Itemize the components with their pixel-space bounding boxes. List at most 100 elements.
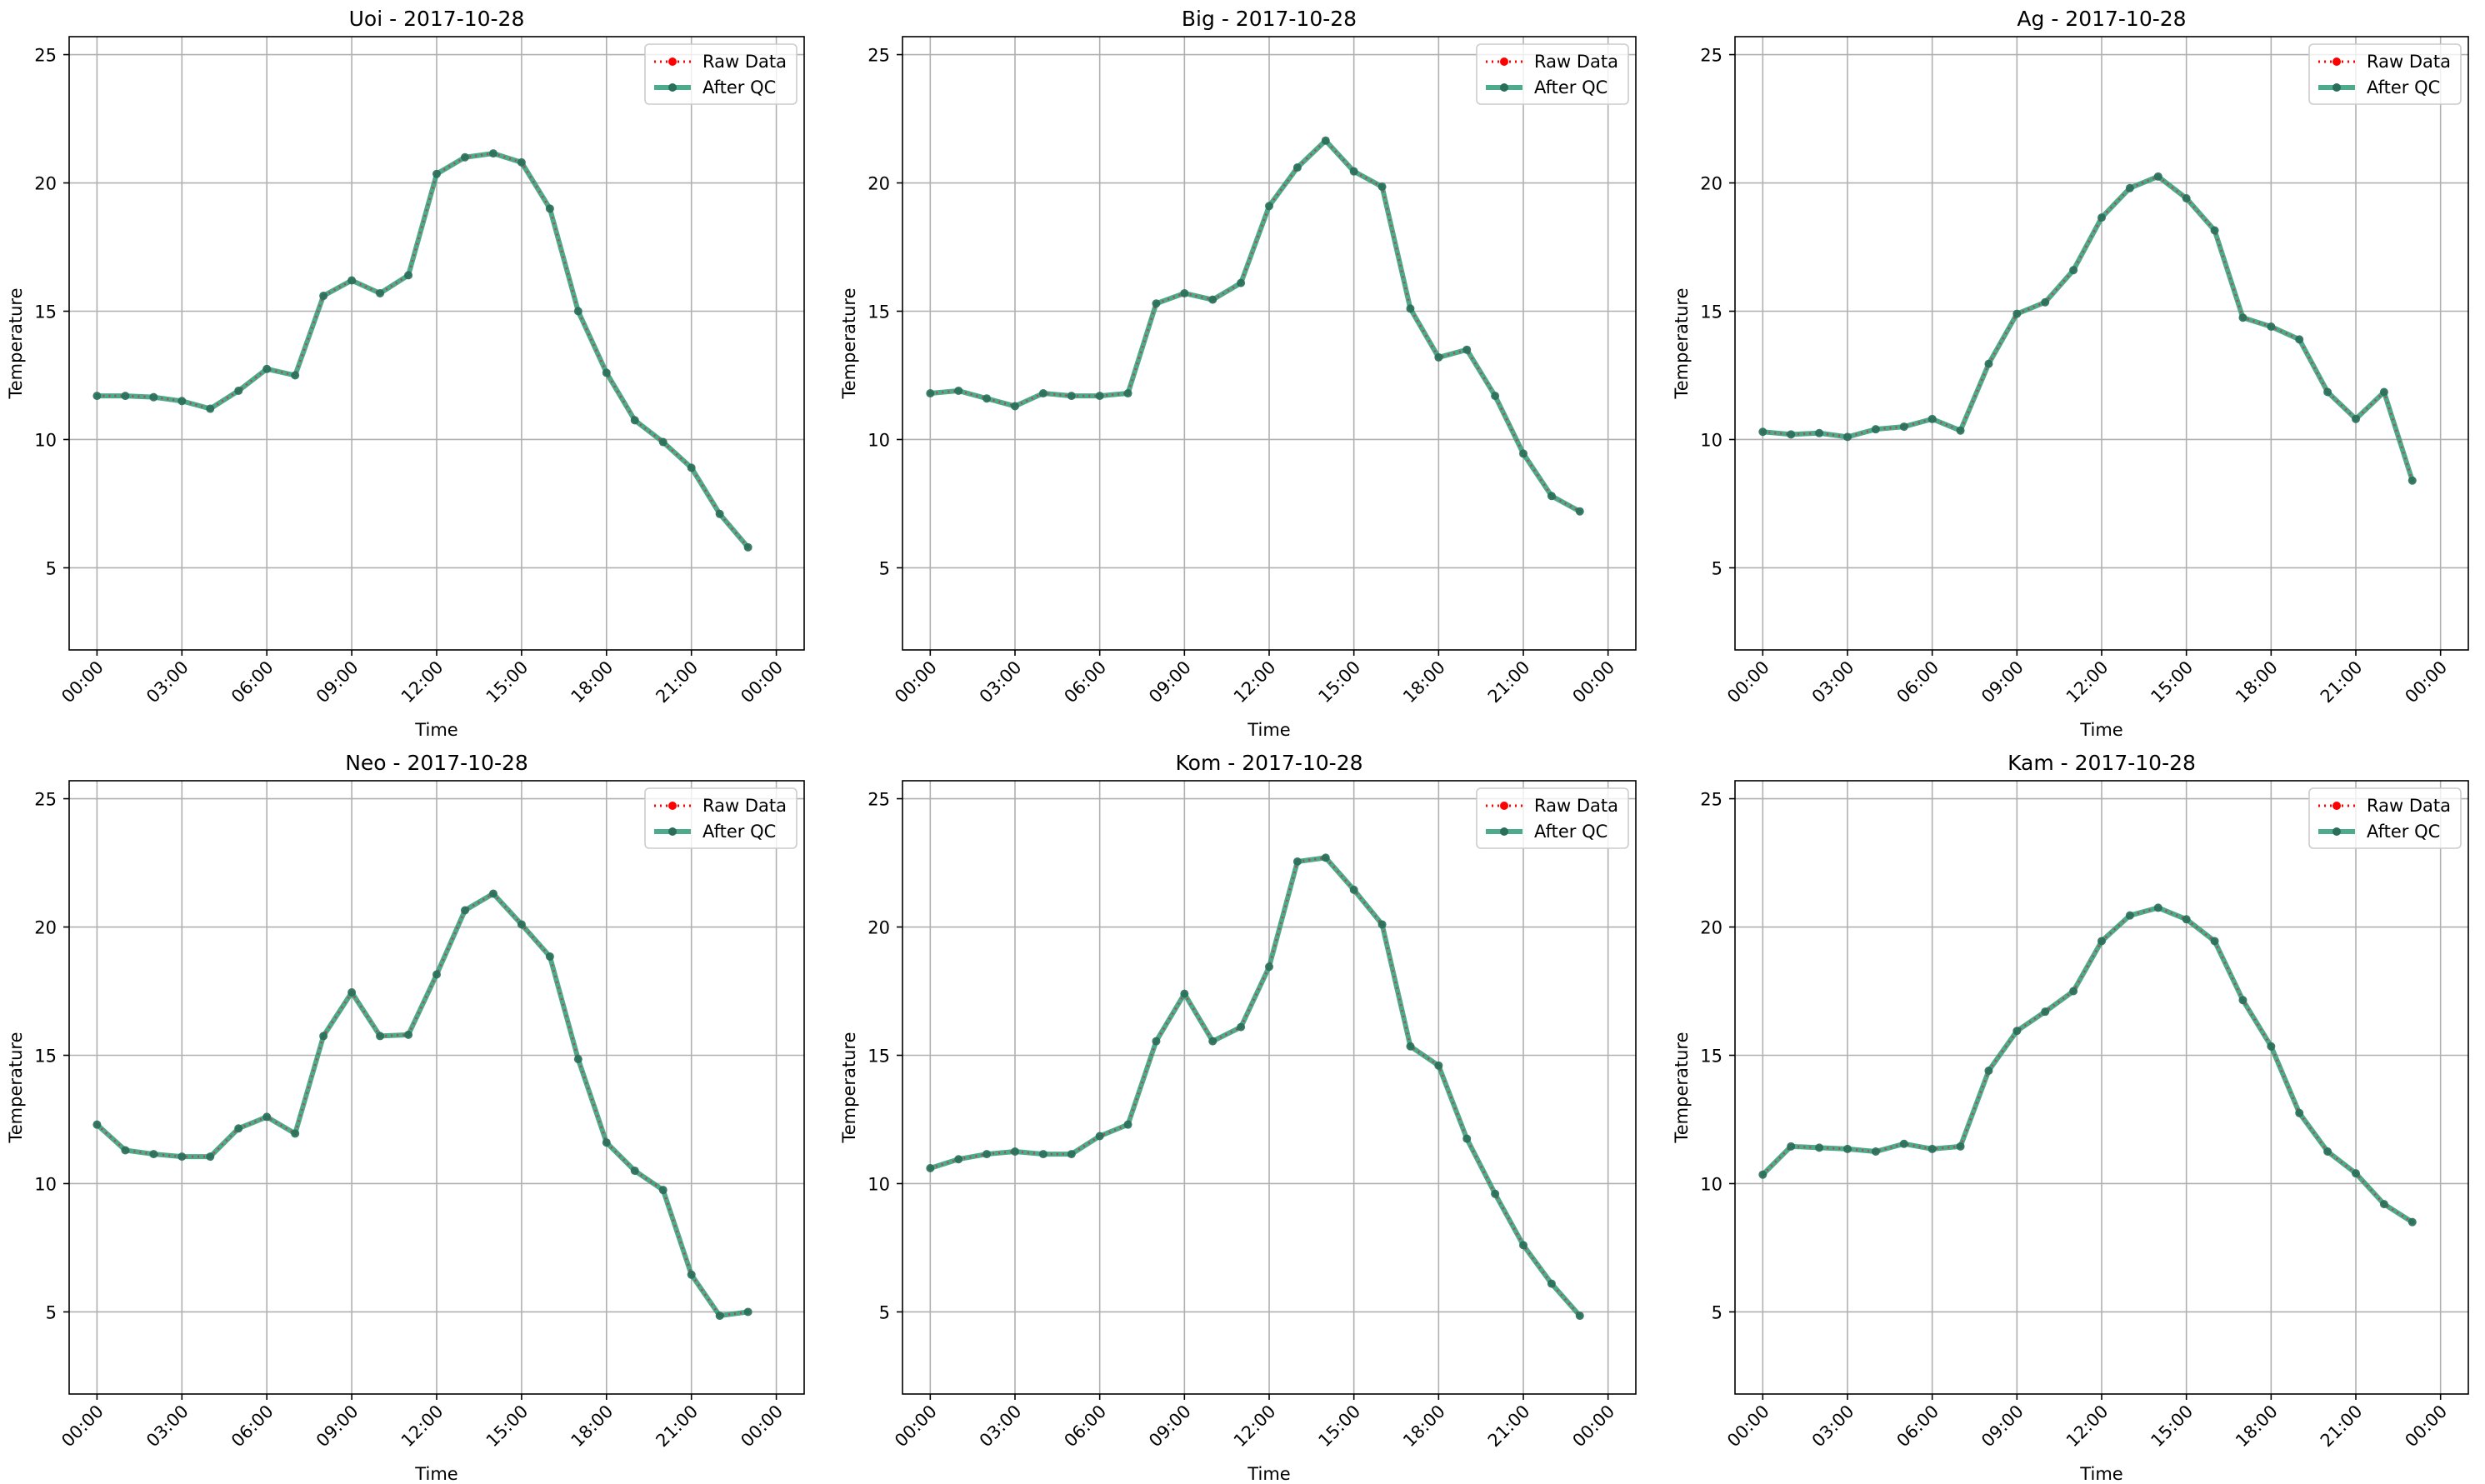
- data-point: [1928, 1144, 1937, 1153]
- x-tick-label: 09:00: [312, 1402, 362, 1452]
- data-point: [1899, 422, 1908, 432]
- data-points: [92, 889, 752, 1321]
- data-point: [319, 292, 328, 301]
- y-tick-label: 5: [1712, 558, 1722, 578]
- data-point: [2323, 1147, 2332, 1156]
- x-tick-label: 00:00: [58, 1402, 108, 1452]
- data-point: [926, 1164, 935, 1173]
- data-point: [1349, 885, 1358, 894]
- data-point: [2041, 1007, 2050, 1017]
- x-tick-label: 00:00: [1568, 657, 1618, 707]
- subplot-title: Kom - 2017-10-28: [1176, 751, 1363, 775]
- series-line-after-qc: [94, 891, 751, 1319]
- data-point: [630, 1167, 639, 1176]
- y-tick-label: 5: [46, 1302, 57, 1322]
- data-point: [2125, 911, 2134, 920]
- x-tick-label: 18:00: [2232, 1402, 2282, 1452]
- x-tick-label: 21:00: [2317, 1402, 2367, 1452]
- data-point: [404, 1030, 413, 1039]
- data-point: [206, 404, 215, 413]
- series-line-after-qc: [94, 151, 751, 550]
- x-tick-label: 06:00: [228, 657, 278, 707]
- y-tick-label: 5: [879, 1302, 890, 1322]
- data-point: [1378, 182, 1387, 192]
- x-tick-label: 15:00: [1314, 657, 1364, 707]
- data-point: [2408, 1217, 2417, 1227]
- data-point: [954, 1155, 963, 1164]
- data-point: [2238, 313, 2248, 322]
- data-point: [2267, 1042, 2276, 1051]
- data-point: [2125, 183, 2134, 192]
- data-point: [1434, 352, 1443, 362]
- data-point: [1265, 202, 1273, 211]
- data-point: [1095, 392, 1104, 401]
- data-point: [1787, 430, 1796, 439]
- data-point: [2408, 476, 2417, 485]
- subplot-title: Uoi - 2017-10-28: [349, 7, 525, 31]
- x-axis-label: Time: [414, 1464, 458, 1484]
- subplot-4: 5 10 15 20 25 00:00 03:00 06:00 09:00 12:00 15:00 1…: [6, 751, 805, 1484]
- data-point: [2238, 996, 2248, 1005]
- legend-label-raw-data: Raw Data: [2367, 52, 2451, 72]
- data-points: [1758, 172, 2417, 485]
- series-line-after-qc: [928, 855, 1582, 1319]
- data-point: [2041, 297, 2050, 307]
- x-tick-label: 18:00: [1399, 1402, 1449, 1452]
- data-point: [2267, 322, 2276, 331]
- legend-label-after-qc: After QC: [2367, 822, 2440, 842]
- data-point: [1406, 1042, 1415, 1051]
- x-tick-label: 00:00: [891, 657, 941, 707]
- data-point: [1180, 288, 1189, 297]
- y-tick-label: 15: [868, 302, 890, 322]
- legend-label-raw-data: Raw Data: [702, 796, 787, 816]
- data-point: [1519, 449, 1528, 458]
- legend: Raw Data After QC: [2308, 43, 2462, 105]
- data-points: [926, 136, 1584, 516]
- x-tick-label: 21:00: [1484, 1402, 1534, 1452]
- y-axis-label: Temperature: [839, 1032, 859, 1143]
- y-axis-label: Temperature: [1672, 287, 1692, 399]
- legend: Raw Data After QC: [1476, 43, 1629, 105]
- data-point: [2069, 266, 2078, 275]
- data-points: [92, 149, 752, 552]
- x-tick-label: 21:00: [652, 1402, 702, 1452]
- y-axis-label: Temperature: [6, 1032, 26, 1143]
- data-point: [1067, 392, 1076, 401]
- data-point: [1038, 389, 1048, 398]
- data-point: [348, 276, 357, 285]
- x-tick-label: 12:00: [2062, 1402, 2112, 1452]
- data-point: [743, 542, 752, 552]
- legend-raw-marker: [2332, 57, 2341, 66]
- y-tick-label: 25: [868, 790, 890, 810]
- data-point: [376, 1032, 385, 1041]
- data-point: [1123, 1120, 1132, 1129]
- y-tick-label: 5: [879, 558, 890, 578]
- data-point: [743, 1307, 752, 1317]
- data-point: [982, 1150, 992, 1159]
- legend-raw-marker: [1500, 57, 1508, 66]
- legend-label-raw-data: Raw Data: [1534, 796, 1618, 816]
- x-tick-label: 06:00: [1060, 1402, 1110, 1452]
- x-tick-label: 00:00: [2401, 657, 2451, 707]
- data-point: [121, 1146, 130, 1155]
- legend-qc-marker: [668, 83, 677, 92]
- data-point: [687, 463, 696, 472]
- data-point: [2295, 1108, 2304, 1117]
- grid: [69, 781, 804, 1394]
- data-point: [1871, 425, 1880, 434]
- data-point: [92, 392, 102, 401]
- legend: Raw Data After QC: [644, 787, 798, 849]
- data-point: [630, 416, 639, 425]
- y-tick-label: 10: [1700, 1174, 1722, 1194]
- subplot-5: 5 10 15 20 25 00:00 03:00 06:00 09:00 12:00 15:00 1…: [839, 751, 1637, 1484]
- data-point: [319, 1032, 328, 1041]
- y-tick-label: 20: [868, 174, 890, 194]
- data-point: [2012, 1027, 2022, 1036]
- data-point: [1491, 392, 1500, 401]
- y-tick-label: 15: [1700, 1047, 1722, 1067]
- data-point: [234, 386, 243, 395]
- y-tick-label: 15: [1700, 302, 1722, 322]
- data-point: [2012, 309, 2022, 318]
- data-point: [1956, 1142, 1965, 1151]
- y-tick-label: 10: [34, 1174, 57, 1194]
